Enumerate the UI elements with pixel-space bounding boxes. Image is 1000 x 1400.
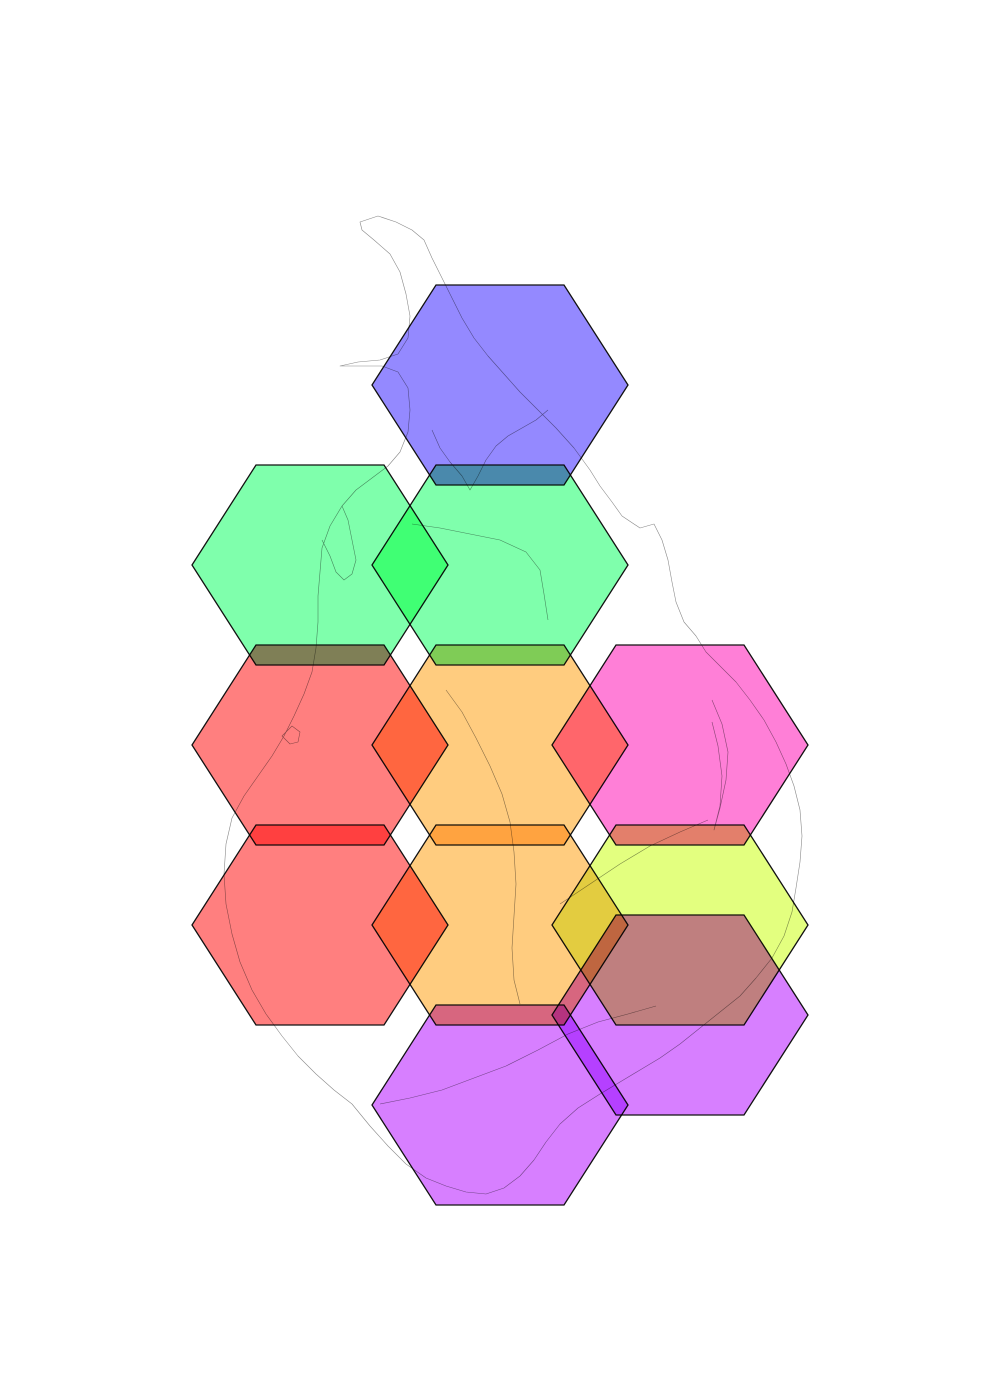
hex-lower-west [191,824,449,1026]
hex-grid [191,284,809,1206]
hex-south [371,1004,629,1206]
